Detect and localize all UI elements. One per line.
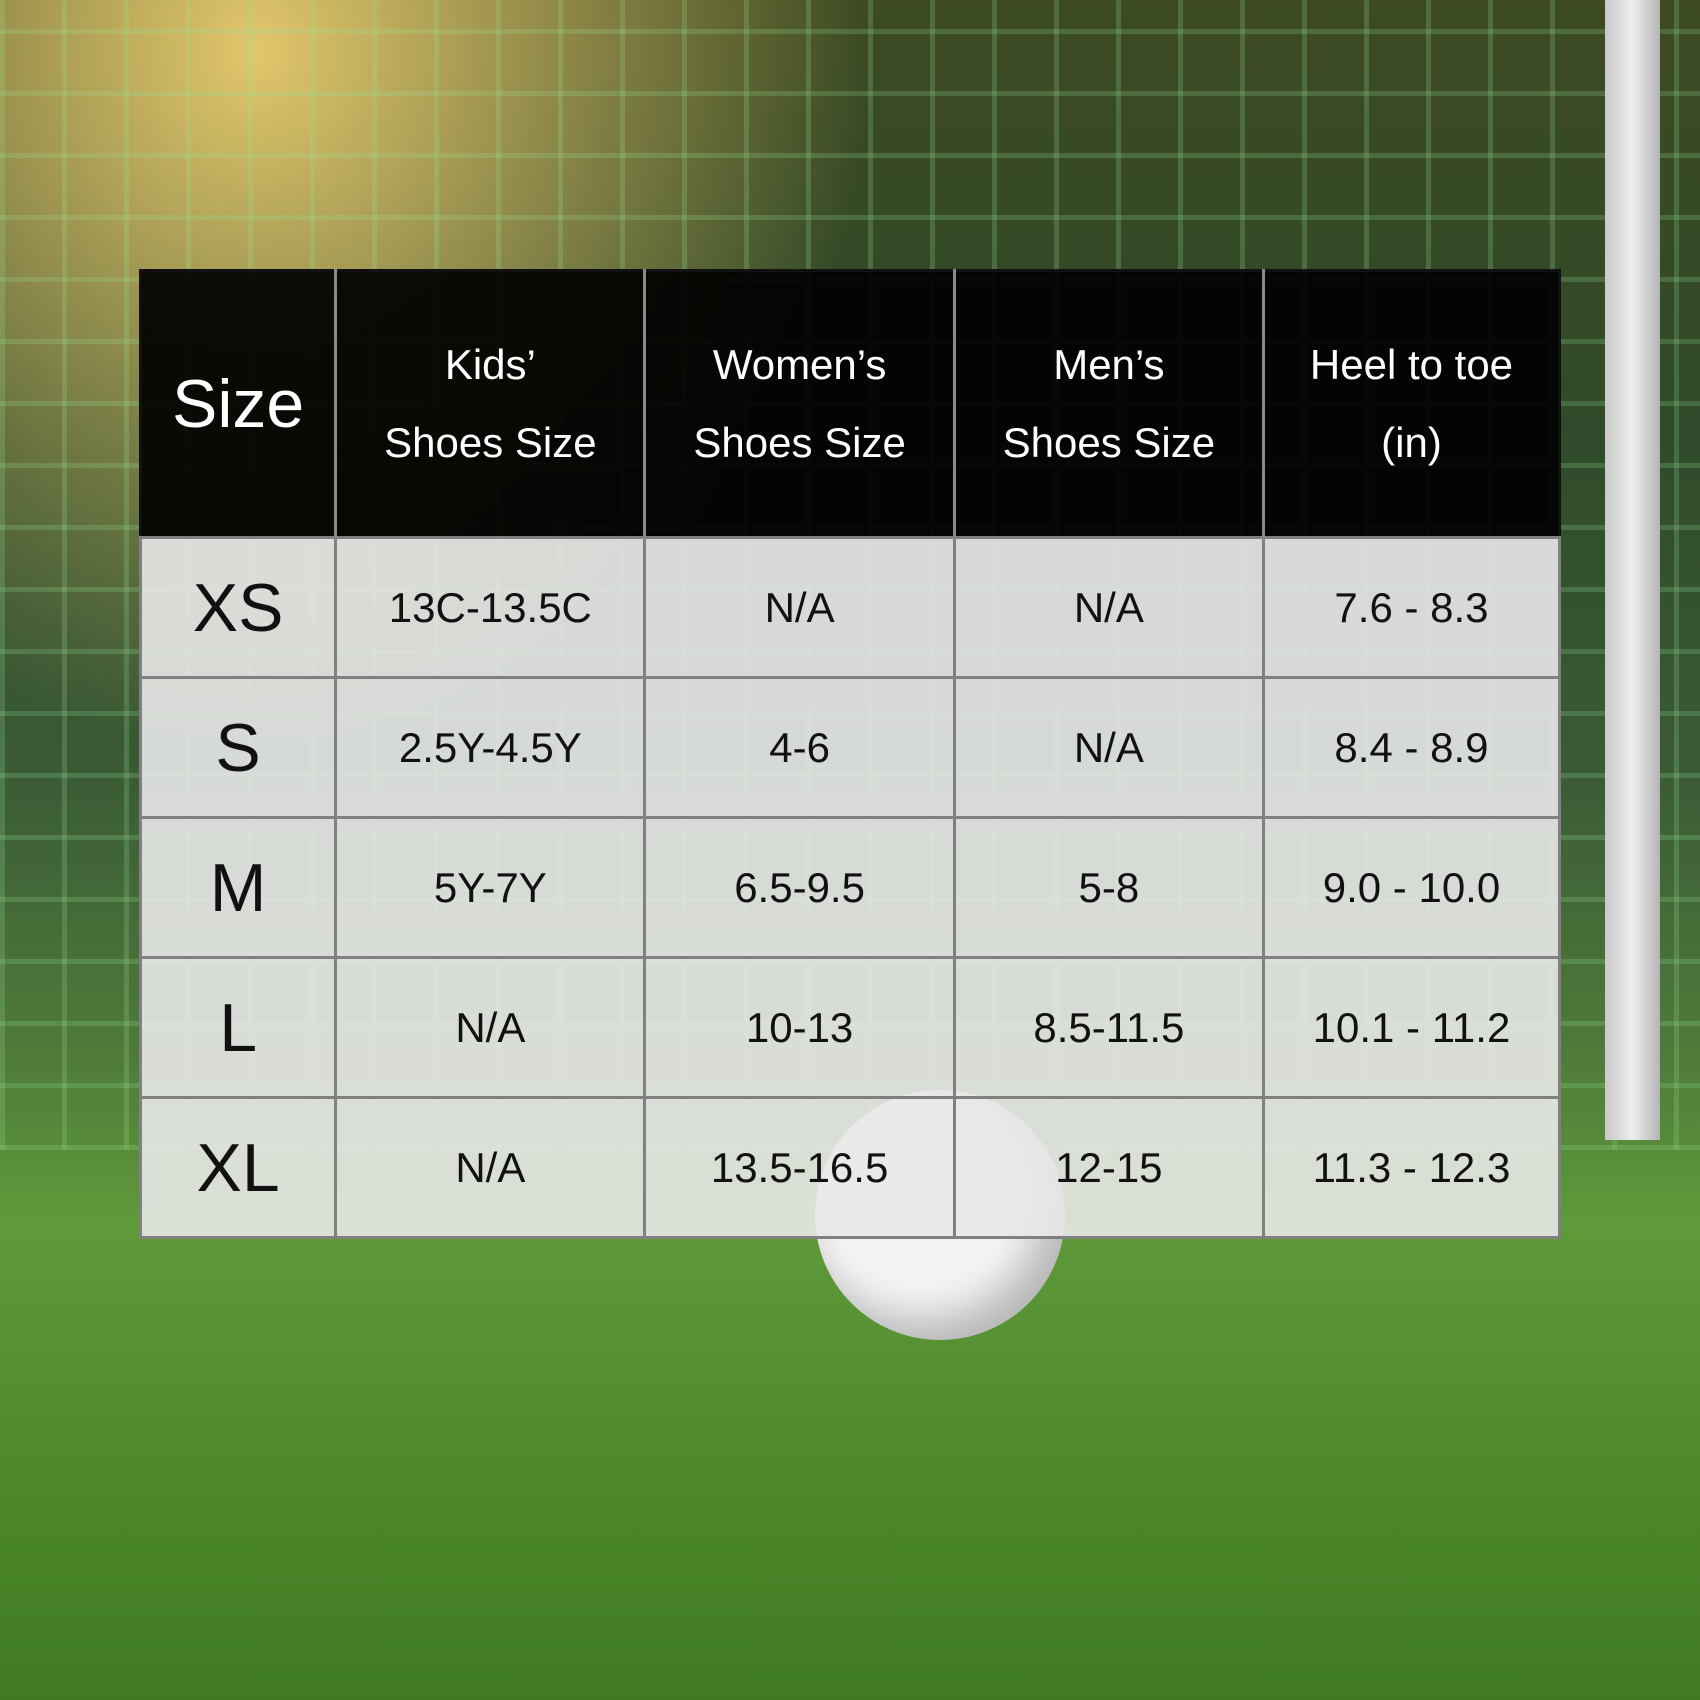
goal-post bbox=[1605, 0, 1660, 1140]
cell-men: 5-8 bbox=[952, 816, 1265, 959]
cell-heel-to-toe: 10.1 - 11.2 bbox=[1261, 956, 1562, 1099]
cell-size: S bbox=[138, 676, 338, 819]
cell-kids: N/A bbox=[334, 1096, 647, 1239]
header-men: Men’s Shoes Size bbox=[954, 270, 1265, 538]
cell-women: 6.5-9.5 bbox=[643, 816, 956, 959]
cell-women: N/A bbox=[643, 536, 956, 679]
cell-men: N/A bbox=[952, 676, 1265, 819]
cell-size: XL bbox=[138, 1096, 338, 1239]
table-row: L N/A 10-13 8.5-11.5 10.1 - 11.2 bbox=[138, 956, 1562, 1099]
cell-heel-to-toe: 8.4 - 8.9 bbox=[1261, 676, 1562, 819]
cell-kids: 5Y-7Y bbox=[334, 816, 647, 959]
table-row: XL N/A 13.5-16.5 12-15 11.3 - 12.3 bbox=[138, 1096, 1562, 1239]
cell-size: M bbox=[138, 816, 338, 959]
header-women: Women’s Shoes Size bbox=[644, 270, 956, 538]
cell-women: 10-13 bbox=[643, 956, 956, 1099]
cell-heel-to-toe: 11.3 - 12.3 bbox=[1261, 1096, 1562, 1239]
cell-heel-to-toe: 7.6 - 8.3 bbox=[1261, 536, 1562, 679]
header-row: Size Kids’ Shoes Size Women’s Shoes Size M… bbox=[140, 270, 1560, 538]
table-row: S 2.5Y-4.5Y 4-6 N/A 8.4 - 8.9 bbox=[138, 676, 1562, 819]
cell-men: 12-15 bbox=[952, 1096, 1265, 1239]
cell-women: 13.5-16.5 bbox=[643, 1096, 956, 1239]
cell-men: N/A bbox=[952, 536, 1265, 679]
cell-women: 4-6 bbox=[643, 676, 956, 819]
cell-men: 8.5-11.5 bbox=[952, 956, 1265, 1099]
table-row: XS 13C-13.5C N/A N/A 7.6 - 8.3 bbox=[138, 536, 1562, 679]
table-row: M 5Y-7Y 6.5-9.5 5-8 9.0 - 10.0 bbox=[138, 816, 1562, 959]
cell-size: L bbox=[138, 956, 338, 1099]
cell-kids: N/A bbox=[334, 956, 647, 1099]
header-heel-to-toe: Heel to toe (in) bbox=[1263, 270, 1560, 538]
header-size: Size bbox=[140, 270, 338, 538]
cell-size: XS bbox=[138, 536, 338, 679]
cell-heel-to-toe: 9.0 - 10.0 bbox=[1261, 816, 1562, 959]
header-kids: Kids’ Shoes Size bbox=[335, 270, 647, 538]
size-chart-table: Size Kids’ Shoes Size Women’s Shoes Size M… bbox=[138, 269, 1562, 1239]
cell-kids: 13C-13.5C bbox=[334, 536, 647, 679]
cell-kids: 2.5Y-4.5Y bbox=[334, 676, 647, 819]
